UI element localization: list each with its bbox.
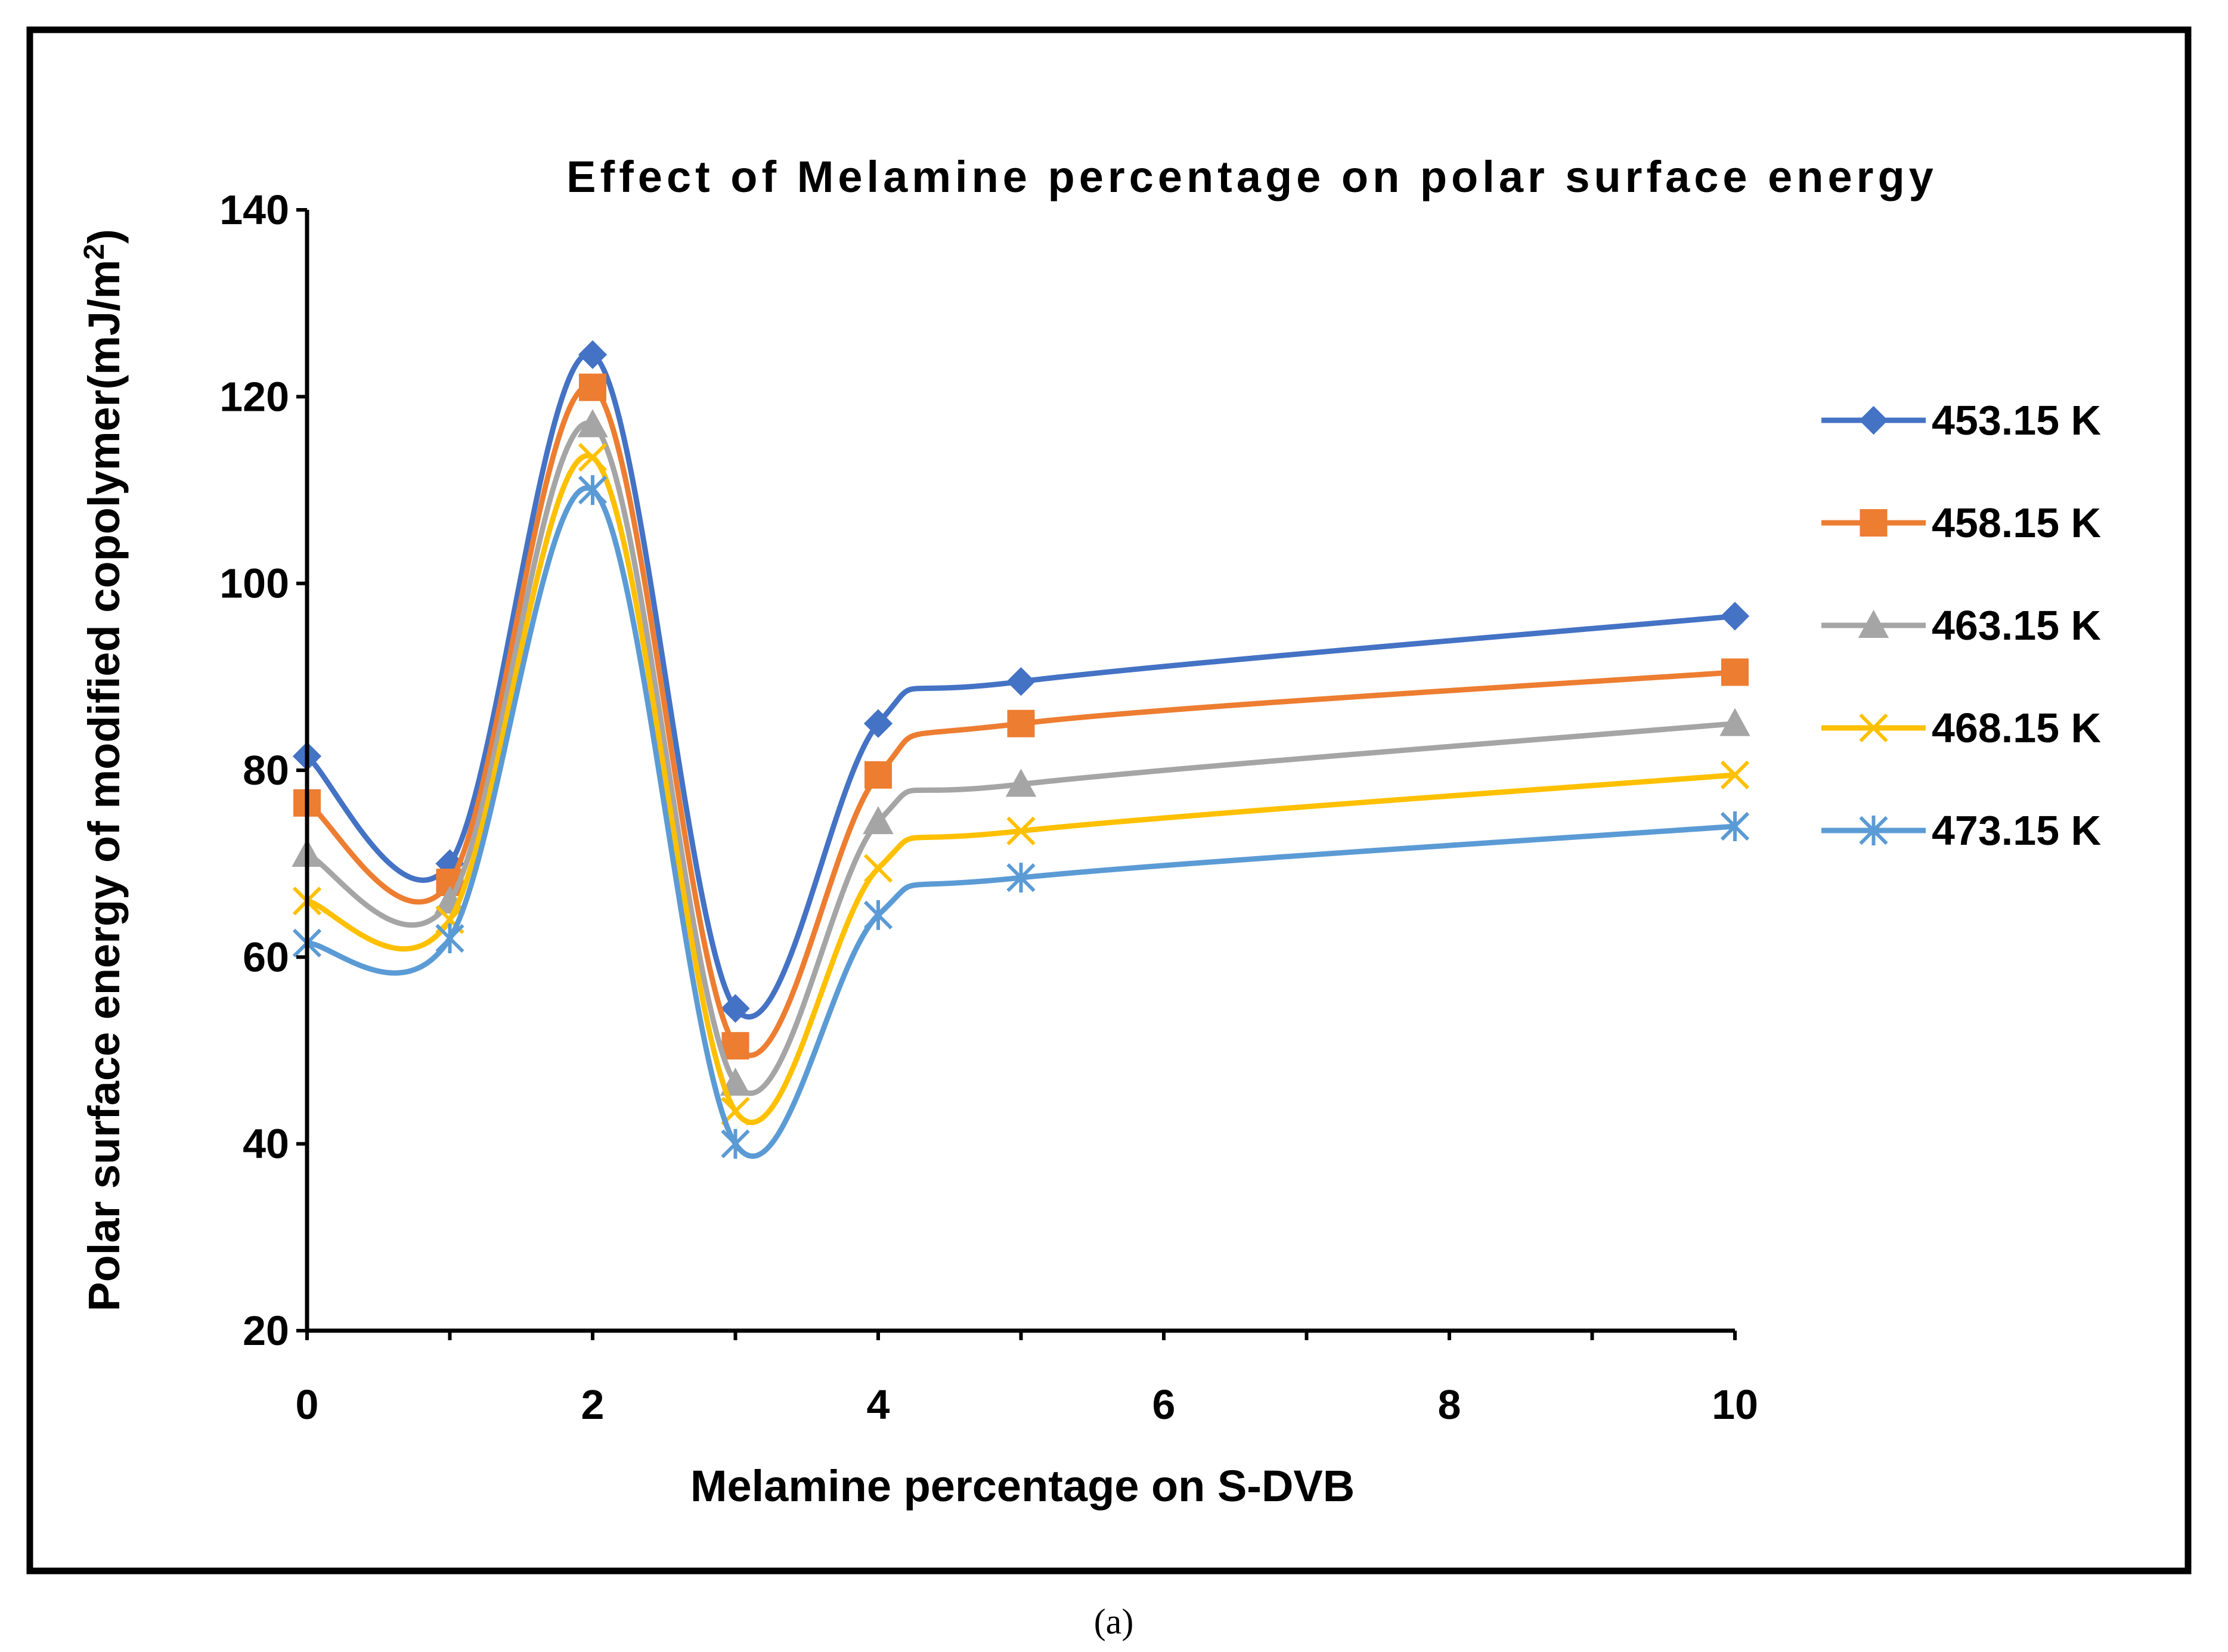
- x-tick-label: 8: [1438, 1381, 1461, 1428]
- series-458-15-k: [293, 373, 1749, 1060]
- data-point-468-15-k: [863, 854, 893, 883]
- legend-swatch-marker: [1859, 713, 1888, 743]
- data-point-468-15-k: [1006, 816, 1036, 845]
- data-point-473-15-k: [1720, 811, 1750, 841]
- data-point-468-15-k: [578, 443, 608, 472]
- plot-area: 20 40 60 80 100 120 140 0 2 4 6 8 10: [219, 187, 1758, 1428]
- data-point-458-15-k: [579, 373, 606, 401]
- data-point-463-15-k: [863, 806, 894, 835]
- data-point-458-15-k: [864, 761, 892, 789]
- legend-swatch-marker: [1860, 509, 1888, 537]
- data-point-463-15-k: [1719, 708, 1750, 736]
- data-point-473-15-k: [863, 900, 893, 930]
- y-tick-label: 60: [243, 934, 289, 980]
- data-point-458-15-k: [1721, 658, 1749, 686]
- data-point-453-15-k: [721, 994, 750, 1023]
- legend-label: 463.15 K: [1932, 602, 2101, 649]
- x-ticks: 0 2 4 6 8 10: [296, 1331, 1758, 1428]
- data-point-473-15-k: [721, 1129, 750, 1159]
- legend-swatch-marker: [1859, 816, 1888, 845]
- y-tick-label: 20: [243, 1307, 289, 1354]
- y-axis-label-close: ): [79, 229, 129, 244]
- legend-item-463-15-k: 463.15 K: [1821, 602, 2101, 649]
- y-axis-label: Polar surface energy of modified copolym…: [79, 229, 129, 1312]
- legend-swatch-marker: [1859, 405, 1888, 435]
- data-point-458-15-k: [1007, 709, 1035, 737]
- data-point-463-15-k: [1005, 768, 1037, 797]
- data-point-453-15-k: [1720, 602, 1750, 631]
- y-tick-label: 40: [243, 1121, 289, 1167]
- y-tick-label: 80: [243, 747, 289, 794]
- figure-caption: (a): [1094, 1602, 1134, 1641]
- y-tick-label: 140: [219, 187, 289, 233]
- data-point-458-15-k: [721, 1032, 749, 1060]
- x-tick-label: 0: [296, 1381, 319, 1428]
- series-layer: [292, 340, 1750, 1159]
- x-tick-label: 6: [1152, 1381, 1176, 1428]
- y-ticks: 20 40 60 80 100 120 140: [219, 187, 307, 1354]
- data-point-473-15-k: [578, 475, 608, 505]
- x-tick-label: 2: [581, 1381, 605, 1428]
- chart-title: Effect of Melamine percentage on polar s…: [566, 152, 1938, 202]
- x-tick-label: 10: [1712, 1381, 1758, 1428]
- data-point-468-15-k: [1720, 760, 1750, 789]
- legend-label: 458.15 K: [1932, 500, 2101, 546]
- data-point-473-15-k: [435, 923, 464, 953]
- legend: 453.15 K 458.15 K 463.15 K 468.15 K 473.15 K: [1821, 397, 2101, 854]
- x-axis-label: Melamine percentage on S-DVB: [690, 1461, 1355, 1511]
- legend-label: 453.15 K: [1932, 397, 2101, 444]
- data-point-463-15-k: [577, 409, 608, 438]
- data-point-453-15-k: [578, 340, 608, 369]
- data-point-473-15-k: [1006, 863, 1036, 893]
- legend-item-473-15-k: 473.15 K: [1821, 807, 2101, 854]
- x-tick-label: 4: [867, 1381, 890, 1428]
- legend-swatch-marker: [1858, 609, 1889, 638]
- series-468-15-k: [292, 443, 1750, 1126]
- data-point-453-15-k: [863, 709, 893, 738]
- data-point-453-15-k: [1006, 667, 1036, 696]
- legend-item-458-15-k: 458.15 K: [1821, 500, 2101, 546]
- data-point-463-15-k: [720, 1067, 751, 1096]
- y-axis-label-main: Polar surface energy of modified copolym…: [79, 260, 129, 1312]
- legend-item-468-15-k: 468.15 K: [1821, 705, 2101, 751]
- figure-frame: [26, 26, 2192, 1574]
- y-tick-label: 120: [219, 373, 289, 420]
- y-tick-label: 100: [219, 560, 289, 607]
- legend-item-453-15-k: 453.15 K: [1821, 397, 2101, 444]
- legend-label: 468.15 K: [1932, 705, 2101, 751]
- y-axis-label-superscript: 2: [79, 244, 110, 260]
- legend-label: 473.15 K: [1932, 807, 2101, 854]
